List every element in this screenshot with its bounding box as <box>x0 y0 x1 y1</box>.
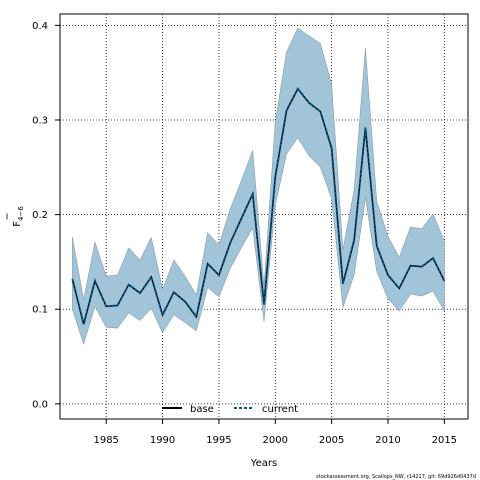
y-axis-title-subscript: 4−6 <box>17 206 25 221</box>
legend: base current <box>162 404 298 415</box>
x-axis-ticks: 1985 1990 1995 2000 2005 2010 2015 <box>93 419 457 446</box>
x-tick-label: 2010 <box>375 435 400 446</box>
y-tick-label: 0.1 <box>32 305 48 316</box>
grid <box>60 14 468 419</box>
x-tick-label: 1995 <box>206 435 231 446</box>
x-tick-label: 2015 <box>432 435 457 446</box>
y-axis-title: F4−6 <box>6 206 25 227</box>
footer-credit: stockassessment.org, Scallops_NW, r14217… <box>316 474 476 480</box>
y-axis-ticks: 0.0 0.1 0.2 0.3 0.4 <box>32 21 60 410</box>
series-line-current <box>71 86 446 325</box>
x-tick-label: 1990 <box>150 435 175 446</box>
x-tick-label: 1985 <box>93 435 118 446</box>
series <box>71 86 446 325</box>
y-tick-label: 0.3 <box>32 115 48 126</box>
confidence-band-area <box>72 27 445 346</box>
y-tick-label: 0.0 <box>32 399 48 410</box>
svg-text:F4−6: F4−6 <box>12 206 25 227</box>
x-tick-label: 2000 <box>263 435 288 446</box>
y-tick-label: 0.2 <box>32 210 48 221</box>
y-tick-label: 0.4 <box>32 21 48 32</box>
legend-label-base: base <box>190 404 214 415</box>
x-axis-title: Years <box>250 458 277 469</box>
x-tick-label: 2005 <box>319 435 344 446</box>
legend-label-current: current <box>262 404 298 415</box>
plot-frame <box>59 13 469 420</box>
confidence-band <box>72 27 445 346</box>
y-axis-title-main: F <box>12 221 23 227</box>
